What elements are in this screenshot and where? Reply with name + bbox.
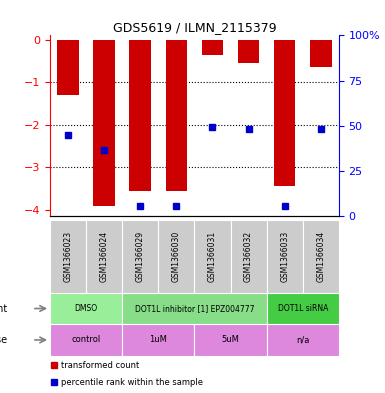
Text: GSM1366034: GSM1366034 [316,231,325,282]
Title: GDS5619 / ILMN_2115379: GDS5619 / ILMN_2115379 [113,21,276,34]
Text: percentile rank within the sample: percentile rank within the sample [61,378,203,387]
Text: GSM1366023: GSM1366023 [64,231,73,282]
Bar [238,40,259,63]
Bar [274,40,296,186]
Bar [129,40,151,191]
Text: GSM1366032: GSM1366032 [244,231,253,282]
Bar [266,324,339,356]
Text: dose: dose [0,335,8,345]
Text: control: control [72,336,101,344]
Text: 1uM: 1uM [149,336,167,344]
Text: GSM1366024: GSM1366024 [100,231,109,282]
Bar [194,324,266,356]
Bar [50,293,122,324]
Bar [166,40,187,191]
Text: agent: agent [0,303,8,314]
Text: n/a: n/a [296,336,310,344]
Text: DOT1L inhibitor [1] EPZ004777: DOT1L inhibitor [1] EPZ004777 [135,304,254,313]
Bar [122,293,266,324]
Text: GSM1366031: GSM1366031 [208,231,217,282]
Bar [122,220,158,293]
Text: transformed count: transformed count [61,361,139,369]
Bar [310,40,331,67]
Text: GSM1366033: GSM1366033 [280,231,289,282]
Text: 5uM: 5uM [222,336,239,344]
Bar [266,293,339,324]
Bar [86,220,122,293]
Bar [202,40,223,55]
Bar [194,220,231,293]
Bar [231,220,266,293]
Text: GSM1366030: GSM1366030 [172,231,181,282]
Bar [94,40,115,206]
Bar [50,220,86,293]
Bar [266,220,303,293]
Text: GSM1366029: GSM1366029 [136,231,145,282]
Bar [158,220,194,293]
Bar [122,324,194,356]
Bar [303,220,339,293]
Text: DOT1L siRNA: DOT1L siRNA [278,304,328,313]
Bar [57,40,79,95]
Bar [50,324,122,356]
Text: DMSO: DMSO [75,304,98,313]
